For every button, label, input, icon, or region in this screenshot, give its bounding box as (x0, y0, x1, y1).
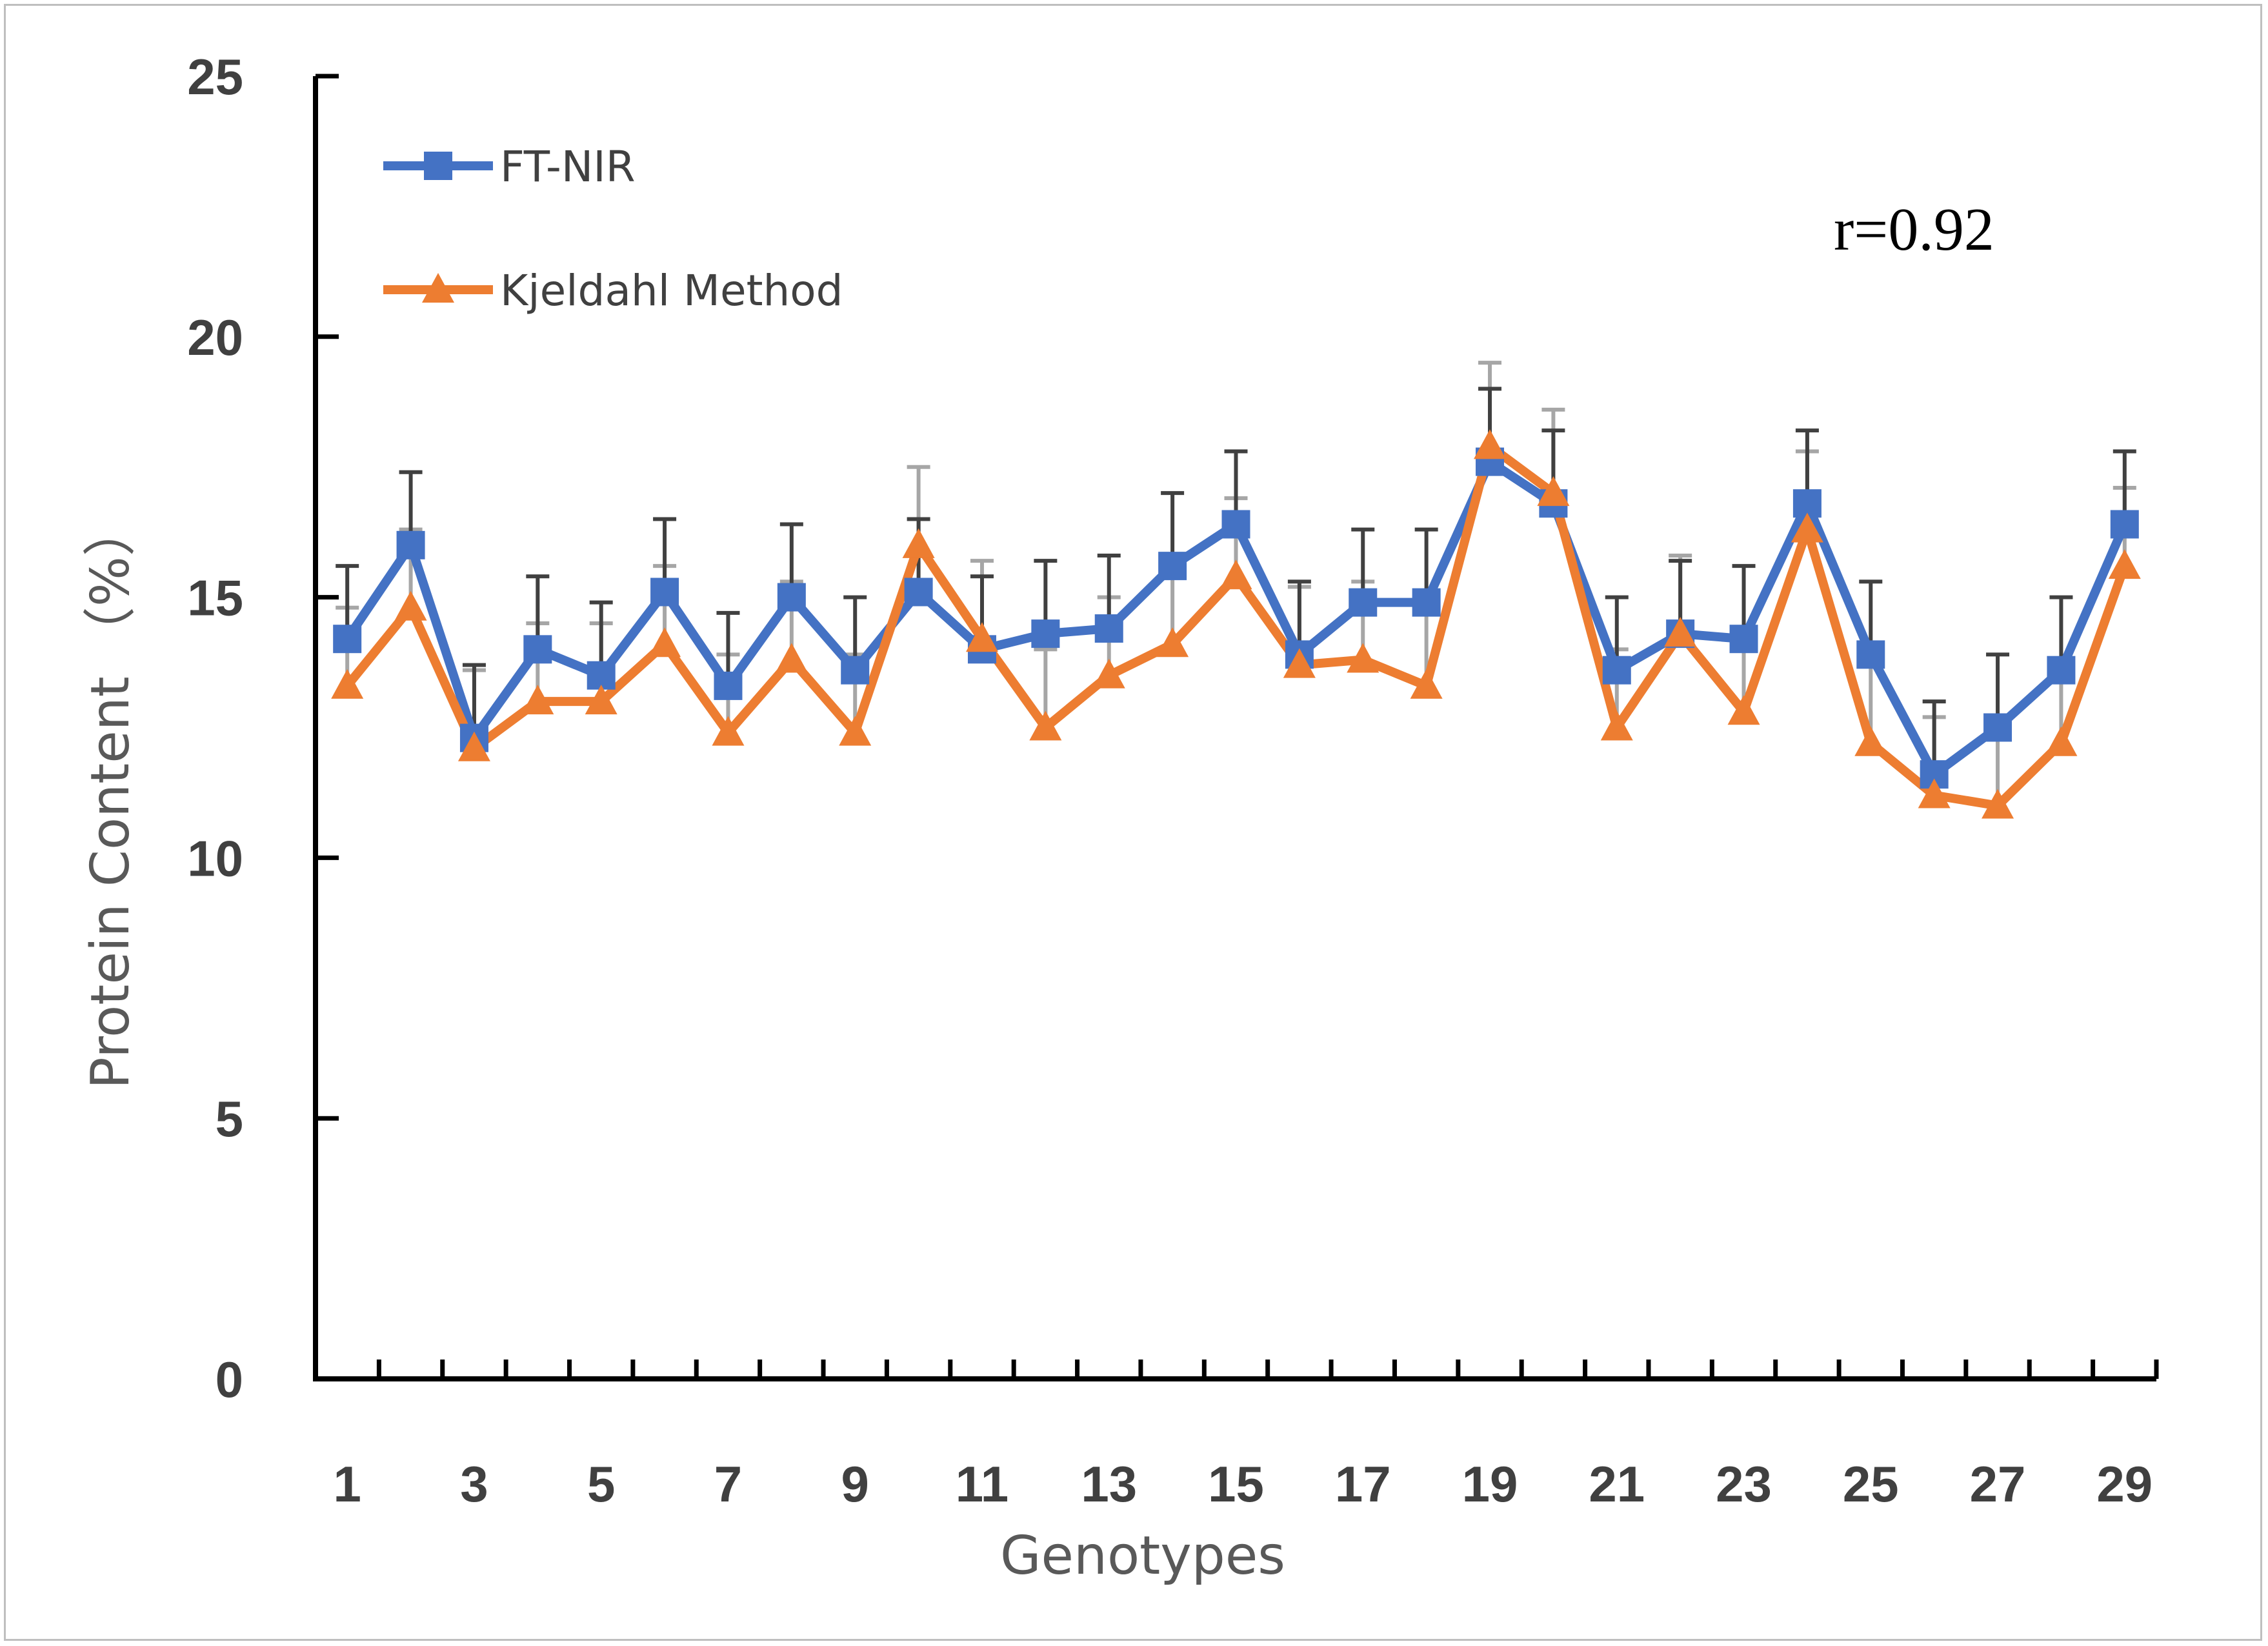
data-point-kjeldahl (1347, 643, 1380, 673)
data-point-ftnir (904, 577, 933, 607)
data-point-kjeldahl (1982, 788, 2014, 819)
data-point-ftnir (396, 530, 425, 559)
legend-label-kjeldahl: Kjeldahl Method (500, 266, 843, 316)
x-tick-label: 17 (1335, 1456, 1391, 1512)
data-point-kjeldahl (1410, 668, 1443, 699)
data-point-kjeldahl (1727, 695, 1760, 725)
data-point-ftnir (1856, 640, 1885, 669)
data-point-ftnir (841, 656, 870, 685)
x-tick-label: 1 (333, 1456, 361, 1512)
series-markers (331, 429, 2141, 819)
x-tick-label: 13 (1081, 1456, 1137, 1512)
x-axis-title: Genotypes (1000, 1525, 1285, 1587)
data-point-kjeldahl (1219, 559, 1252, 590)
data-point-kjeldahl (331, 668, 364, 699)
x-tick-label: 9 (841, 1456, 869, 1512)
legend: FT-NIR Kjeldahl Method (383, 142, 843, 316)
data-point-kjeldahl (1854, 726, 1887, 756)
data-point-ftnir (1349, 588, 1378, 617)
axes (313, 74, 2159, 1381)
data-point-kjeldahl (1664, 617, 1697, 647)
data-point-kjeldahl (1029, 710, 1062, 741)
x-tick-label: 27 (1970, 1456, 2026, 1512)
data-point-ftnir (1031, 619, 1060, 648)
x-tick-labels: 1 3 5 7 9 11 13 15 17 19 21 23 25 27 29 (333, 1456, 2153, 1512)
legend-marker-ftnir (424, 152, 452, 180)
data-point-ftnir (777, 583, 806, 612)
data-point-kjeldahl (2045, 726, 2078, 756)
data-point-kjeldahl (648, 627, 681, 657)
data-point-ftnir (333, 625, 362, 654)
data-point-ftnir (1983, 713, 2012, 742)
data-point-ftnir (1602, 656, 1631, 685)
data-point-kjeldahl (1791, 512, 1823, 543)
data-point-ftnir (1412, 588, 1441, 617)
data-point-kjeldahl (521, 685, 554, 715)
x-tick-label: 19 (1462, 1456, 1518, 1512)
correlation-annotation: r=0.92 (1834, 196, 1994, 263)
y-tick-labels: 0 5 10 15 20 25 (187, 48, 243, 1408)
data-point-kjeldahl (394, 590, 427, 621)
data-point-kjeldahl (1537, 476, 1570, 507)
data-point-kjeldahl (1600, 710, 1633, 741)
x-tick-label: 3 (460, 1456, 488, 1512)
y-tick-label: 10 (187, 830, 243, 887)
data-point-kjeldahl (712, 716, 745, 746)
data-point-ftnir (650, 577, 679, 607)
data-point-ftnir (523, 635, 552, 664)
y-tick-label: 15 (187, 570, 243, 627)
data-point-ftnir (1729, 625, 1758, 654)
data-point-kjeldahl (2108, 549, 2141, 579)
y-axis-title: Protein Content （%） (80, 503, 141, 1089)
y-tick-label: 0 (216, 1351, 243, 1408)
data-point-kjeldahl (902, 528, 935, 558)
data-point-kjeldahl (585, 685, 617, 715)
data-point-kjeldahl (775, 643, 808, 673)
x-tick-label: 11 (956, 1456, 1009, 1512)
legend-marker-kjeldahl (422, 273, 454, 303)
data-point-ftnir (1094, 614, 1123, 643)
data-point-ftnir (1158, 552, 1187, 581)
data-point-kjeldahl (1474, 429, 1507, 459)
y-tick-label: 20 (187, 309, 243, 366)
data-point-kjeldahl (1918, 778, 1951, 808)
chart-container: 0 5 10 15 20 25 1 3 5 7 9 11 13 15 17 19 21 23 25 27 29 Pro… (4, 4, 2262, 1641)
data-point-kjeldahl (1283, 648, 1316, 678)
data-point-kjeldahl (1156, 627, 1189, 657)
data-point-ftnir (1221, 510, 1250, 539)
data-point-kjeldahl (457, 731, 490, 761)
y-tick-label: 25 (187, 48, 243, 105)
data-point-kjeldahl (1092, 658, 1125, 688)
x-tick-label: 23 (1716, 1456, 1772, 1512)
data-point-kjeldahl (839, 716, 872, 746)
data-point-ftnir (2110, 510, 2139, 539)
data-point-kjeldahl (965, 622, 998, 652)
x-tick-label: 21 (1589, 1456, 1645, 1512)
legend-label-ftnir: FT-NIR (500, 142, 636, 192)
x-tick-label: 7 (714, 1456, 742, 1512)
x-tick-label: 29 (2096, 1456, 2153, 1512)
data-point-ftnir (714, 671, 743, 700)
data-point-ftnir (2047, 656, 2076, 685)
x-tick-label: 5 (587, 1456, 615, 1512)
x-tick-label: 25 (1843, 1456, 1899, 1512)
y-tick-label: 5 (216, 1090, 243, 1147)
x-tick-label: 15 (1208, 1456, 1264, 1512)
